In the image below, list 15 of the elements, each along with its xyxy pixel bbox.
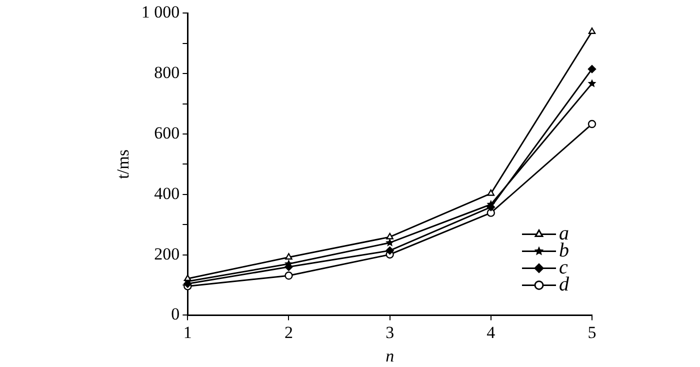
- x-tick-label: 1: [183, 322, 192, 342]
- y-tick-label: 200: [154, 244, 180, 264]
- x-tick-label: 4: [486, 322, 496, 342]
- legend-label: b: [559, 239, 569, 262]
- x-tick-label: 2: [284, 322, 293, 342]
- legend-label: d: [559, 273, 570, 296]
- x-axis-title: n: [386, 346, 394, 366]
- y-tick-label: 600: [154, 123, 180, 142]
- x-tick-label: 5: [588, 322, 596, 342]
- y-tick-label: 0: [171, 304, 180, 324]
- y-tick-label: 1 000: [141, 2, 180, 22]
- y-tick-label: 400: [154, 184, 180, 203]
- x-tick-label: 3: [386, 322, 394, 342]
- y-tick-label: 800: [154, 63, 180, 82]
- y-axis-title: t/ms: [114, 150, 133, 179]
